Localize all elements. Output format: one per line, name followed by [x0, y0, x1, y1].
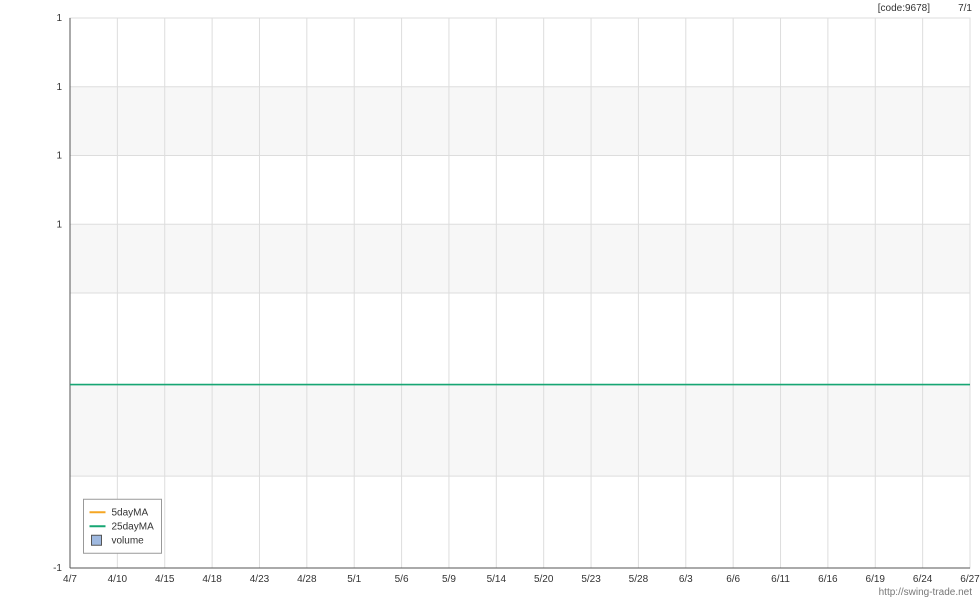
- x-tick-label: 5/28: [629, 574, 649, 585]
- x-tick-label: 4/28: [297, 574, 317, 585]
- x-tick-label: 5/14: [487, 574, 507, 585]
- x-tick-label: 5/1: [347, 574, 361, 585]
- alt-band: [70, 87, 970, 156]
- stock-chart: 1 1 1 1 -14/7 4/10 4/15 4/18 4/23 4/28 5/1 5/6 5/9 5/…: [0, 0, 980, 600]
- x-tick-label: 5/6: [395, 574, 409, 585]
- x-tick-label: 6/11: [771, 574, 790, 585]
- alt-band: [70, 385, 970, 477]
- y-tick-label: -1: [53, 563, 62, 574]
- x-tick-label: 4/7: [63, 574, 77, 585]
- legend-volume-label: volume: [112, 535, 145, 546]
- x-tick-label: 6/16: [818, 574, 838, 585]
- x-tick-label: 6/27: [960, 574, 980, 585]
- y-tick-label: 1: [56, 151, 62, 162]
- y-tick-label: 1: [56, 219, 62, 230]
- x-tick-label: 4/10: [108, 574, 128, 585]
- x-tick-label: 6/24: [913, 574, 933, 585]
- legend-25dayma-label: 25dayMA: [112, 521, 155, 532]
- alt-band: [70, 224, 970, 293]
- x-tick-label: 4/15: [155, 574, 175, 585]
- header-date-label: 7/1: [958, 3, 972, 14]
- legend-5dayma-label: 5dayMA: [112, 507, 149, 518]
- x-tick-label: 5/9: [442, 574, 456, 585]
- x-tick-label: 4/18: [202, 574, 222, 585]
- x-tick-label: 6/6: [726, 574, 740, 585]
- y-tick-label: 1: [56, 82, 62, 93]
- legend-volume-icon: [92, 535, 102, 545]
- x-tick-label: 6/19: [866, 574, 886, 585]
- x-tick-label: 5/20: [534, 574, 554, 585]
- x-tick-label: 6/3: [679, 574, 693, 585]
- x-tick-label: 5/23: [581, 574, 601, 585]
- x-tick-label: 4/23: [250, 574, 270, 585]
- code-label: [code:9678]: [878, 3, 930, 14]
- chart-svg: 1 1 1 1 -14/7 4/10 4/15 4/18 4/23 4/28 5/1 5/6 5/9 5/…: [0, 0, 980, 600]
- y-tick-label: 1: [56, 13, 62, 24]
- source-url-label: http://swing-trade.net: [879, 587, 972, 598]
